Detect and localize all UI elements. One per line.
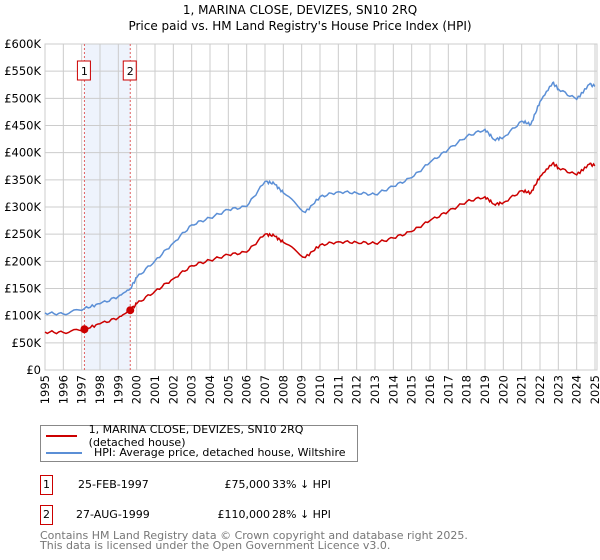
x-tick-label: 2017	[441, 375, 455, 404]
x-tick-label: 2020	[496, 375, 510, 404]
sale-marker-box	[122, 60, 137, 81]
sale-hpi-diff: 28% ↓ HPI	[272, 508, 331, 521]
price-chart: £0 £50K £100K £150K £200K £250K £300K £350K £400…	[4, 37, 600, 404]
chart-subtitle: Price paid vs. HM Land Registry's House …	[128, 19, 472, 33]
y-tick-label: £400K	[4, 146, 41, 160]
x-tick-label: 2000	[130, 375, 144, 404]
sale-marker-badge: 2	[40, 505, 53, 525]
legend-label: HPI: Average price, detached house, Wilt…	[94, 446, 346, 459]
y-tick-label: £550K	[4, 64, 41, 78]
sale-marker-box	[76, 60, 91, 81]
x-tick-label: 1997	[75, 375, 89, 404]
y-tick-label: £50K	[12, 336, 42, 350]
x-tick-label: 2010	[313, 375, 327, 404]
y-tick-label: £300K	[4, 200, 41, 214]
sale-marker-badge: 1	[40, 475, 53, 495]
x-tick-label: 2023	[551, 375, 565, 404]
sale-point	[126, 306, 135, 315]
legend-swatch-red	[46, 434, 77, 437]
x-tick-label: 2012	[350, 375, 364, 404]
x-tick-label: 2022	[533, 375, 547, 404]
footer-copyright: Contains HM Land Registry data © Crown c…	[40, 529, 468, 542]
legend-item-hpi: HPI: Average price, detached house, Wilt…	[41, 444, 346, 461]
sale-marker-label: 1	[81, 65, 88, 78]
x-tick-label: 1998	[93, 375, 107, 404]
sale-date: 27-AUG-1999	[76, 508, 150, 521]
sale-price: £75,000	[224, 478, 271, 491]
legend-swatch-blue	[46, 451, 82, 454]
footer-licence: This data is licensed under the Open Gov…	[40, 539, 391, 552]
y-tick-label: £600K	[4, 37, 41, 51]
sale-marker-label: 2	[127, 65, 134, 78]
x-tick-label: 2008	[276, 375, 290, 404]
sale-point	[80, 325, 89, 334]
x-tick-label: 2001	[148, 375, 162, 404]
series-line-hpi	[44, 81, 596, 316]
x-tick-label: 2021	[515, 375, 529, 404]
y-tick-label: £350K	[4, 173, 41, 187]
y-tick-label: £450K	[4, 119, 41, 133]
x-tick-label: 1995	[38, 375, 52, 404]
x-tick-label: 2015	[405, 375, 419, 404]
y-tick-label: £150K	[4, 282, 41, 296]
sale-hpi-diff: 33% ↓ HPI	[272, 478, 331, 491]
chart-title: 1, MARINA CLOSE, DEVIZES, SN10 2RQ	[182, 3, 418, 17]
x-tick-label: 2019	[478, 375, 492, 404]
x-tick-label: 2013	[368, 375, 382, 404]
legend: 1, MARINA CLOSE, DEVIZES, SN10 2RQ (deta…	[40, 423, 358, 462]
legend-item-property: 1, MARINA CLOSE, DEVIZES, SN10 2RQ (deta…	[41, 423, 357, 449]
y-tick-label: £0	[26, 363, 41, 377]
footer: Contains HM Land Registry data © Crown c…	[40, 529, 468, 552]
x-tick-label: 2003	[185, 375, 199, 404]
x-tick-label: 2006	[240, 375, 254, 404]
x-tick-label: 2014	[386, 375, 400, 404]
y-tick-label: £500K	[4, 91, 41, 105]
x-tick-label: 2025	[588, 375, 600, 404]
y-tick-label: £200K	[4, 254, 41, 268]
x-tick-label: 2002	[166, 375, 180, 404]
x-tick-label: 1996	[56, 375, 70, 404]
x-tick-label: 2024	[570, 375, 584, 404]
x-tick-label: 2018	[460, 375, 474, 404]
x-tick-label: 2009	[295, 375, 309, 404]
series-line-property	[44, 161, 596, 335]
plot-border	[44, 43, 598, 371]
legend-label: 1, MARINA CLOSE, DEVIZES, SN10 2RQ (deta…	[88, 422, 304, 449]
y-tick-label: £250K	[4, 227, 41, 241]
x-tick-label: 2016	[423, 375, 437, 404]
x-tick-label: 2007	[258, 375, 272, 404]
sale-price: £110,000	[217, 508, 271, 521]
x-tick-label: 2004	[203, 375, 217, 404]
y-tick-label: £100K	[4, 309, 41, 323]
x-tick-label: 2011	[331, 375, 345, 404]
x-tick-label: 1999	[111, 375, 125, 404]
sale-date: 25-FEB-1997	[78, 478, 149, 491]
x-tick-label: 2005	[221, 375, 235, 404]
